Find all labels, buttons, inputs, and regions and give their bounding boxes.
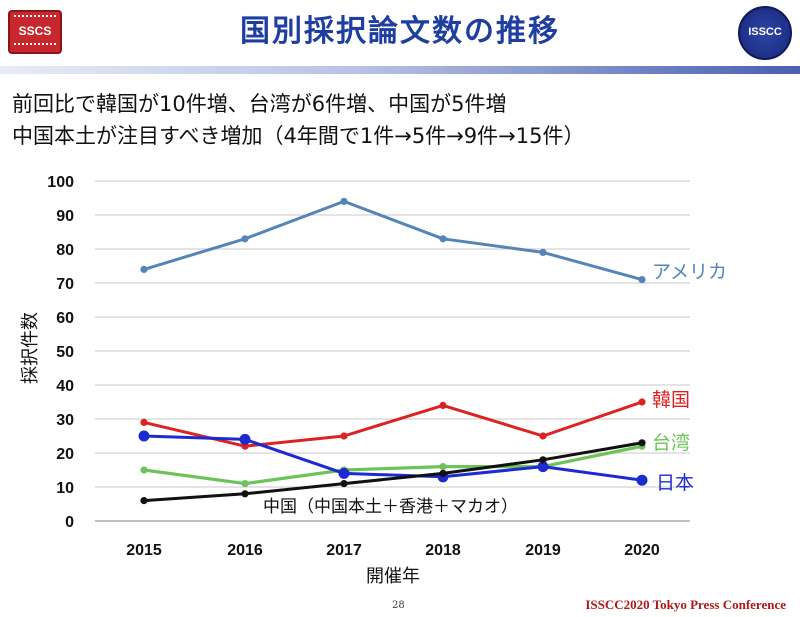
y-tick-label: 90	[56, 208, 74, 225]
y-tick-label: 100	[47, 174, 74, 191]
series-label-1: 韓国	[652, 389, 690, 411]
y-tick-label: 50	[56, 344, 74, 361]
data-point-4	[140, 497, 148, 505]
data-point-1	[439, 401, 447, 409]
data-point-0	[241, 235, 249, 243]
series-line-0	[143, 199, 643, 282]
data-point-3	[338, 467, 350, 479]
subtitle-line-2: 中国本土が注目すべき増加（4年間で1件→5件→9件→15件）	[12, 124, 585, 148]
series-line-1	[143, 400, 643, 448]
x-tick-label: 2019	[525, 542, 561, 559]
y-tick-label: 80	[56, 242, 74, 259]
x-axis-title: 開催年	[366, 566, 420, 587]
data-point-4	[241, 490, 249, 498]
data-point-3	[138, 430, 150, 442]
x-tick-label: 2017	[326, 542, 362, 559]
title-divider	[0, 66, 800, 74]
y-tick-label: 20	[56, 446, 74, 463]
sscs-logo-text: SSCS	[18, 24, 52, 38]
isscc-logo: ISSCC	[738, 6, 792, 60]
data-point-3	[537, 461, 549, 473]
data-point-2	[140, 466, 148, 474]
series-label-0: アメリカ	[652, 261, 727, 283]
x-tick-label: 2016	[227, 542, 263, 559]
series-label-3: 日本	[656, 472, 694, 494]
x-tick-label: 2015	[126, 542, 162, 559]
data-point-0	[140, 265, 148, 273]
series-label-4: 中国（中国本土＋香港＋マカオ）	[263, 497, 518, 517]
data-point-1	[140, 418, 148, 426]
y-tick-label: 30	[56, 412, 74, 429]
x-tick-label: 2020	[624, 542, 660, 559]
data-point-1	[340, 432, 348, 440]
conference-name: ISSCC2020 Tokyo Press Conference	[585, 597, 786, 612]
data-point-2	[439, 463, 447, 471]
data-point-3	[636, 474, 648, 486]
data-point-4	[439, 469, 447, 477]
data-point-4	[539, 456, 547, 464]
data-point-4	[638, 439, 646, 447]
data-point-0	[539, 248, 547, 256]
data-point-4	[340, 480, 348, 488]
y-axis-title: 採択件数	[20, 312, 41, 384]
sscs-logo: SSCS	[8, 10, 62, 54]
page-number: 28	[392, 600, 405, 611]
y-tick-label: 70	[56, 276, 74, 293]
y-tick-label: 0	[65, 514, 74, 531]
data-point-0	[340, 197, 348, 205]
x-tick-label: 2018	[425, 542, 461, 559]
data-point-1	[638, 398, 646, 406]
series-line-2	[143, 444, 643, 486]
y-tick-label: 60	[56, 310, 74, 327]
page-title: 国別採択論文数の推移	[240, 14, 560, 49]
subtitle-line-1: 前回比で韓国が10件増、台湾が6件増、中国が5件増	[12, 92, 507, 116]
series-line-4	[143, 441, 643, 503]
series-line-3	[143, 434, 643, 482]
y-tick-label: 10	[56, 480, 74, 497]
isscc-logo-text: ISSCC	[748, 26, 782, 38]
series-label-2: 台湾	[652, 432, 690, 454]
data-point-3	[239, 433, 251, 445]
data-point-0	[439, 235, 447, 243]
y-tick-label: 40	[56, 378, 74, 395]
data-point-2	[241, 480, 249, 488]
data-point-0	[638, 276, 646, 284]
data-point-1	[539, 432, 547, 440]
